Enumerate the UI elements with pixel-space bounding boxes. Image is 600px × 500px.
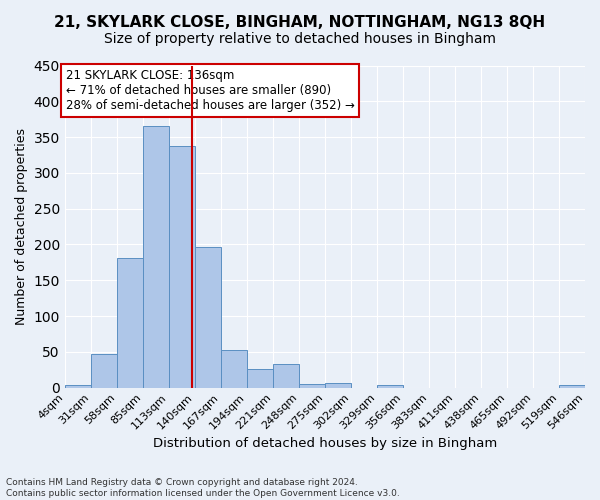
Bar xyxy=(559,384,585,388)
Bar xyxy=(247,369,273,388)
Text: 21, SKYLARK CLOSE, BINGHAM, NOTTINGHAM, NG13 8QH: 21, SKYLARK CLOSE, BINGHAM, NOTTINGHAM, … xyxy=(55,15,545,30)
Bar xyxy=(91,354,117,388)
Bar xyxy=(299,384,325,388)
Bar xyxy=(221,350,247,388)
Text: 21 SKYLARK CLOSE: 136sqm
← 71% of detached houses are smaller (890)
28% of semi-: 21 SKYLARK CLOSE: 136sqm ← 71% of detach… xyxy=(66,69,355,112)
Bar xyxy=(143,126,169,388)
Bar xyxy=(273,364,299,388)
X-axis label: Distribution of detached houses by size in Bingham: Distribution of detached houses by size … xyxy=(153,437,497,450)
Text: Size of property relative to detached houses in Bingham: Size of property relative to detached ho… xyxy=(104,32,496,46)
Bar xyxy=(117,258,143,388)
Bar xyxy=(169,146,195,388)
Bar xyxy=(377,384,403,388)
Bar xyxy=(325,384,351,388)
Bar xyxy=(195,246,221,388)
Text: Contains HM Land Registry data © Crown copyright and database right 2024.
Contai: Contains HM Land Registry data © Crown c… xyxy=(6,478,400,498)
Y-axis label: Number of detached properties: Number of detached properties xyxy=(15,128,28,325)
Bar xyxy=(65,384,91,388)
